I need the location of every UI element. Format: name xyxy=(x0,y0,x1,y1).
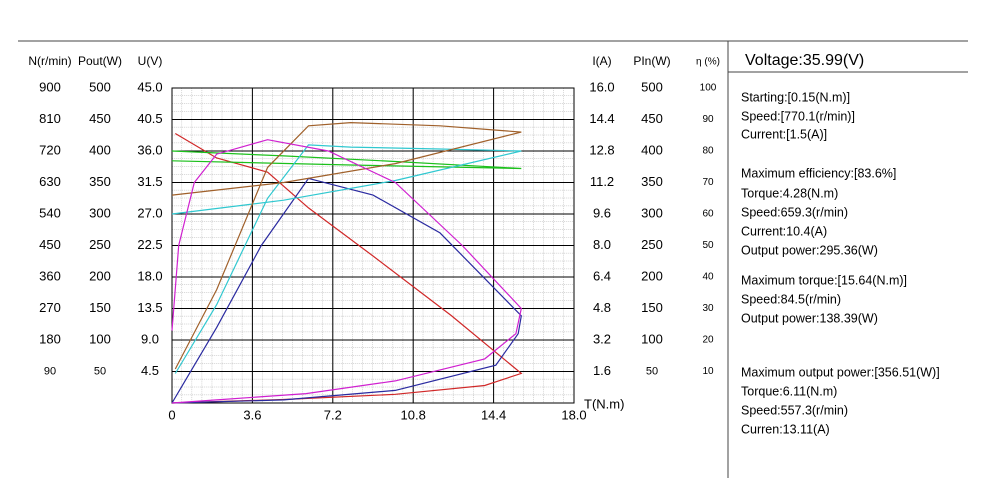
x-tick-label: 18.0 xyxy=(561,407,586,422)
axis-label: I(A) xyxy=(592,54,611,68)
panel-line: Torque:6.11(N.m) xyxy=(741,384,837,398)
curve xyxy=(171,150,522,170)
panel-line: Speed:557.3(r/min) xyxy=(741,403,848,417)
panel-line: Curren:13.11(A) xyxy=(741,422,830,436)
y-tick-label: 13.5 xyxy=(137,300,162,315)
y-tick-label: 70 xyxy=(702,177,714,188)
panel-line: Maximum output power:[356.51(W)] xyxy=(741,365,940,379)
y-tick-label: 50 xyxy=(702,240,714,251)
y-tick-label: 31.5 xyxy=(137,174,162,189)
y-tick-label: 4.8 xyxy=(593,300,611,315)
y-tick-label: 100 xyxy=(641,331,663,346)
y-tick-label: 630 xyxy=(39,174,61,189)
y-tick-label: 500 xyxy=(641,79,663,94)
y-tick-label: 450 xyxy=(39,237,61,252)
y-tick-label: 3.2 xyxy=(593,331,611,346)
y-tick-label: 36.0 xyxy=(137,142,162,157)
y-tick-label: 50 xyxy=(646,365,658,377)
y-tick-label: 90 xyxy=(44,365,56,377)
panel-line: Output power:138.39(W) xyxy=(741,311,878,325)
y-tick-label: 450 xyxy=(89,111,111,126)
y-tick-label: 250 xyxy=(89,237,111,252)
y-tick-label: 400 xyxy=(641,142,663,157)
x-tick-label: 14.4 xyxy=(481,407,506,422)
y-tick-label: 80 xyxy=(702,146,714,157)
x-axis-label: T(N.m) xyxy=(584,396,624,411)
y-tick-label: 500 xyxy=(89,79,111,94)
y-tick-label: 300 xyxy=(89,205,111,220)
y-tick-label: 9.0 xyxy=(141,331,159,346)
y-tick-label: 30 xyxy=(702,303,714,314)
panel-line: Current:10.4(A) xyxy=(741,224,827,238)
y-tick-label: 400 xyxy=(89,142,111,157)
y-tick-label: 450 xyxy=(641,111,663,126)
curve xyxy=(171,121,522,370)
curve xyxy=(171,139,522,404)
curve xyxy=(171,144,522,374)
y-tick-label: 1.6 xyxy=(593,363,611,378)
panel-title: Voltage:35.99(V) xyxy=(745,52,864,69)
axis-label: PIn(W) xyxy=(633,54,670,68)
y-tick-label: 200 xyxy=(641,268,663,283)
x-tick-label: 10.8 xyxy=(401,407,426,422)
y-tick-label: 12.8 xyxy=(589,142,614,157)
y-tick-label: 50 xyxy=(94,365,106,377)
y-tick-label: 810 xyxy=(39,111,61,126)
panel-line: Torque:4.28(N.m) xyxy=(741,186,838,200)
y-tick-label: 150 xyxy=(641,300,663,315)
y-tick-label: 90 xyxy=(702,114,714,125)
y-tick-label: 9.6 xyxy=(593,205,611,220)
y-tick-label: 720 xyxy=(39,142,61,157)
panel-line: Maximum torque:[15.64(N.m)] xyxy=(741,273,907,287)
x-tick-label: 0 xyxy=(168,407,175,422)
axis-label: U(V) xyxy=(138,54,163,68)
y-tick-label: 8.0 xyxy=(593,237,611,252)
y-tick-label: 250 xyxy=(641,237,663,252)
y-tick-label: 4.5 xyxy=(141,363,159,378)
y-tick-label: 100 xyxy=(700,83,717,94)
panel-line: Current:[1.5(A)] xyxy=(741,127,827,141)
y-tick-label: 40 xyxy=(702,272,714,283)
curve xyxy=(171,132,523,404)
axis-label: η (%) xyxy=(696,57,720,68)
y-tick-label: 900 xyxy=(39,79,61,94)
y-tick-label: 27.0 xyxy=(137,205,162,220)
y-tick-label: 360 xyxy=(39,268,61,283)
y-tick-label: 200 xyxy=(89,268,111,283)
y-tick-label: 100 xyxy=(89,331,111,346)
x-tick-label: 3.6 xyxy=(243,407,261,422)
y-tick-label: 14.4 xyxy=(589,111,614,126)
axis-label: N(r/min) xyxy=(28,54,71,68)
panel-line: Speed:84.5(r/min) xyxy=(741,292,841,306)
panel-line: Speed:659.3(r/min) xyxy=(741,205,848,219)
y-tick-label: 40.5 xyxy=(137,111,162,126)
panel-line: Speed:[770.1(r/min)] xyxy=(741,109,855,123)
y-tick-label: 45.0 xyxy=(137,79,162,94)
y-tick-label: 10 xyxy=(702,366,714,377)
x-tick-label: 7.2 xyxy=(324,407,342,422)
y-tick-label: 11.2 xyxy=(590,174,614,189)
panel-line: Output power:295.36(W) xyxy=(741,243,878,257)
y-tick-label: 22.5 xyxy=(137,237,162,252)
y-tick-label: 16.0 xyxy=(589,79,614,94)
y-tick-label: 18.0 xyxy=(137,268,162,283)
y-tick-label: 540 xyxy=(39,205,61,220)
y-tick-label: 6.4 xyxy=(593,268,611,283)
axis-label: Pout(W) xyxy=(78,54,122,68)
y-tick-label: 150 xyxy=(89,300,111,315)
y-tick-label: 180 xyxy=(39,331,61,346)
panel-line: Maximum efficiency:[83.6%] xyxy=(741,166,896,180)
y-tick-label: 270 xyxy=(39,300,61,315)
y-tick-label: 350 xyxy=(641,174,663,189)
y-tick-label: 350 xyxy=(89,174,111,189)
y-tick-label: 20 xyxy=(702,335,714,346)
y-tick-label: 60 xyxy=(702,209,714,220)
y-tick-label: 300 xyxy=(641,205,663,220)
panel-line: Starting:[0.15(N.m)] xyxy=(741,90,850,104)
curve xyxy=(171,177,522,404)
